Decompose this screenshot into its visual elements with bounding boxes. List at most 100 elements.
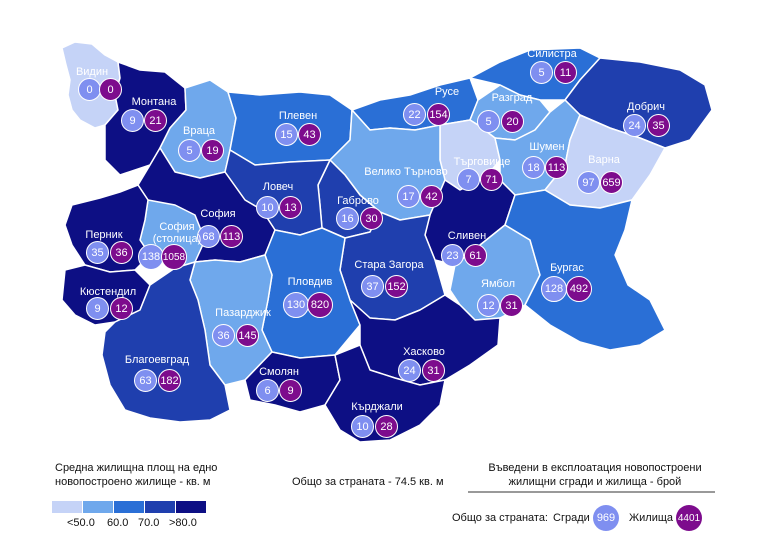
- dwellings-kardzhali: 28: [375, 415, 398, 438]
- buildings-vidin: 0: [78, 78, 101, 101]
- counts-legend-title-line2: жилищни сгради и жилища - брой: [508, 476, 682, 488]
- dwellings-shumen: 113: [545, 156, 568, 179]
- buildings-blagoevgrad: 63: [134, 369, 157, 392]
- area-legend-title-line2: новопостроено жилище - кв. м: [55, 476, 211, 488]
- buildings-razgrad: 5: [477, 110, 500, 133]
- legend-swatch-3: [114, 501, 144, 513]
- dwellings-plovdiv: 820: [307, 292, 333, 318]
- dwellings-gabrovo: 30: [360, 207, 383, 230]
- buildings-smolyan: 6: [256, 379, 279, 402]
- counts-legend-title: Въведени в експлоатация новопостроени жи…: [470, 461, 720, 489]
- buildings-montana: 9: [121, 109, 144, 132]
- buildings-silistra: 5: [530, 61, 553, 84]
- dwellings-vratsa: 19: [201, 139, 224, 162]
- legend-tick-4: >80.0: [169, 517, 197, 529]
- label-pazardzhik: Пазарджик: [215, 307, 271, 319]
- buildings-shumen: 18: [522, 156, 545, 179]
- legend-swatch-2: [83, 501, 113, 513]
- label-vidin: Видин: [75, 66, 109, 78]
- buildings-plovdiv: 130: [283, 292, 309, 318]
- buildings-pernik: 35: [86, 241, 109, 264]
- label-sliven: Сливен: [447, 230, 487, 242]
- buildings-lovech: 10: [256, 196, 279, 219]
- label-kardzhali: Кърджали: [351, 401, 403, 413]
- label-shumen: Шумен: [529, 141, 565, 153]
- buildings-sofia-prov: 68: [197, 225, 220, 248]
- label-haskovo: Хасково: [403, 346, 445, 358]
- label-lovech: Ловеч: [262, 181, 294, 193]
- dwellings-burgas: 492: [566, 276, 592, 302]
- dwellings-yambol: 31: [500, 294, 523, 317]
- buildings-haskovo: 24: [398, 359, 421, 382]
- dwellings-silistra: 11: [554, 61, 577, 84]
- label-sofia-prov: София: [200, 208, 236, 220]
- buildings-v-tarnovo: 17: [397, 185, 420, 208]
- dwellings-sofia-city: 1058: [161, 244, 187, 270]
- dwellings-haskovo: 31: [422, 359, 445, 382]
- dwellings-blagoevgrad: 182: [158, 369, 181, 392]
- counts-total-label: Общо за страната:: [452, 512, 548, 524]
- buildings-kyustendil: 9: [86, 297, 109, 320]
- label-silistra: Силистра: [527, 48, 577, 60]
- dwellings-total-circle: 4401: [676, 505, 702, 531]
- label-ruse: Русе: [434, 86, 460, 98]
- buildings-pleven: 15: [275, 123, 298, 146]
- dwellings-ruse: 154: [427, 103, 450, 126]
- label-kyustendil: Кюстендил: [79, 286, 137, 298]
- dwellings-pleven: 43: [298, 123, 321, 146]
- area-legend-title: Средна жилищна площ на едно новопостроен…: [55, 461, 217, 489]
- buildings-yambol: 12: [477, 294, 500, 317]
- buildings-total-circle: 969: [593, 505, 619, 531]
- buildings-dobrich: 24: [623, 114, 646, 137]
- label-varna: Варна: [588, 154, 620, 166]
- buildings-legend-label: Сгради: [553, 512, 590, 524]
- legend-swatch-5: [176, 501, 206, 513]
- buildings-pazardzhik: 36: [212, 324, 235, 347]
- label-yambol: Ямбол: [481, 278, 515, 290]
- dwellings-razgrad: 20: [501, 110, 524, 133]
- dwellings-stara-zagora: 152: [385, 275, 408, 298]
- dwellings-targovishte: 71: [480, 168, 503, 191]
- dwellings-sliven: 61: [464, 244, 487, 267]
- region-burgas: [504, 189, 666, 351]
- label-burgas: Бургас: [550, 262, 584, 274]
- label-pernik: Перник: [85, 229, 123, 241]
- dwellings-kyustendil: 12: [110, 297, 133, 320]
- dwellings-v-tarnovo: 42: [420, 185, 443, 208]
- buildings-burgas: 128: [541, 276, 567, 302]
- buildings-gabrovo: 16: [336, 207, 359, 230]
- area-legend-title-line1: Средна жилищна площ на едно: [55, 462, 218, 474]
- label-v-tarnovo: Велико Търново: [364, 166, 448, 178]
- buildings-sliven: 23: [441, 244, 464, 267]
- label-vratsa: Враца: [183, 125, 215, 137]
- buildings-vratsa: 5: [178, 139, 201, 162]
- dwellings-varna: 659: [600, 171, 623, 194]
- label-blagoevgrad: Благоевград: [124, 354, 190, 366]
- label-targovishte: Търговище: [453, 156, 511, 168]
- dwellings-lovech: 13: [279, 196, 302, 219]
- country-total-area: Общо за страната - 74.5 кв. м: [292, 476, 444, 488]
- buildings-varna: 97: [577, 171, 600, 194]
- buildings-ruse: 22: [403, 103, 426, 126]
- label-stara-zagora: Стара Загора: [354, 259, 424, 271]
- label-plovdiv: Пловдив: [287, 276, 333, 288]
- dwellings-legend-label: Жилища: [629, 512, 674, 524]
- label-sofia-city: София (столица): [152, 221, 202, 245]
- dwellings-montana: 21: [144, 109, 167, 132]
- counts-legend-title-line1: Въведени в експлоатация новопостроени: [488, 462, 702, 474]
- label-razgrad: Разград: [491, 92, 533, 104]
- legend-tick-2: 60.0: [107, 517, 129, 529]
- dwellings-dobrich: 35: [647, 114, 670, 137]
- dwellings-pazardzhik: 145: [236, 324, 259, 347]
- label-smolyan: Смолян: [259, 366, 299, 378]
- dwellings-pernik: 36: [110, 241, 133, 264]
- legend-swatch-4: [145, 501, 175, 513]
- label-gabrovo: Габрово: [337, 195, 379, 207]
- label-pleven: Плевен: [278, 110, 318, 122]
- dwellings-vidin: 0: [99, 78, 122, 101]
- dwellings-smolyan: 9: [279, 379, 302, 402]
- legend-swatch-1: [52, 501, 82, 513]
- buildings-kardzhali: 10: [351, 415, 374, 438]
- legend-tick-3: 70.0: [138, 517, 160, 529]
